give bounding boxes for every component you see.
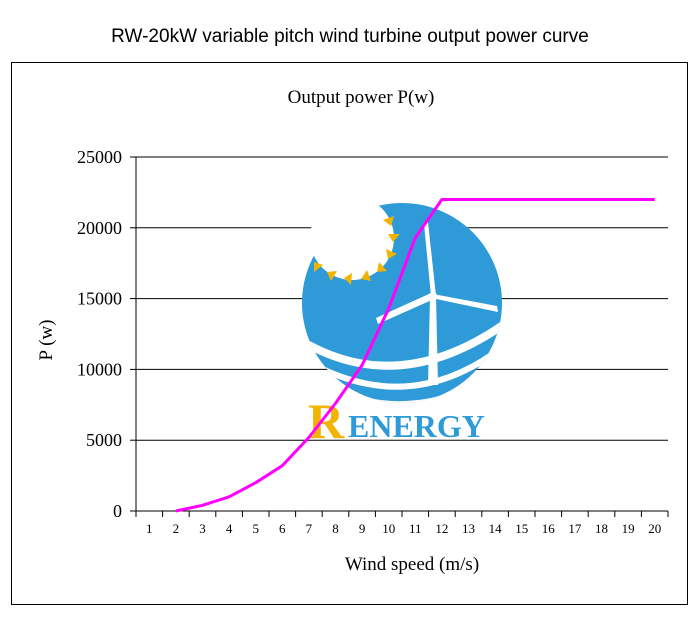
x-tick-label: 18: [595, 521, 608, 536]
x-tick-label: 20: [648, 521, 661, 536]
y-tick-label: 5000: [86, 430, 122, 450]
y-tick-label: 0: [113, 501, 122, 521]
x-axis-label: Wind speed (m/s): [345, 554, 479, 575]
x-tick-label: 16: [542, 521, 556, 536]
x-tick-label: 6: [279, 521, 286, 536]
series: [175, 197, 655, 513]
y-tick-label: 25000: [77, 147, 122, 167]
logo-turbine-icon: [376, 222, 498, 385]
renergy-logo: R ENERGY: [302, 196, 502, 449]
x-tick-label: 15: [515, 521, 528, 536]
x-tick-label: 11: [409, 521, 422, 536]
x-tick-label: 9: [359, 521, 366, 536]
logo-globe-icon: [302, 196, 502, 403]
logo-text: ENERGY: [348, 408, 485, 444]
page-title: RW-20kW variable pitch wind turbine outp…: [111, 26, 589, 47]
chart-frame: [11, 62, 688, 605]
x-tick-label: 19: [622, 521, 635, 536]
x-tick-label: 3: [199, 521, 206, 536]
y-axis-label: P (w): [36, 320, 57, 361]
axes: [130, 156, 669, 517]
x-tick-label: 5: [252, 521, 259, 536]
logo-letter: R: [308, 393, 345, 449]
x-tick-label: 14: [489, 521, 503, 536]
power-curve-line: [175, 197, 655, 513]
x-tick-label: 4: [226, 521, 233, 536]
x-tick-label: 13: [462, 521, 475, 536]
x-tick-label: 12: [435, 521, 448, 536]
y-tick-label: 20000: [77, 218, 122, 238]
x-tick-label: 2: [173, 521, 180, 536]
x-tick-label: 7: [306, 521, 313, 536]
y-tick-label: 15000: [77, 289, 122, 309]
x-tick-label: 8: [332, 521, 339, 536]
y-tick-label: 10000: [77, 359, 122, 379]
x-tick-label: 10: [382, 521, 395, 536]
x-tick-label: 1: [146, 521, 153, 536]
logo-sun-icon: [314, 216, 400, 285]
chart-title: Output power P(w): [288, 87, 435, 108]
x-tick-label: 17: [568, 521, 582, 536]
